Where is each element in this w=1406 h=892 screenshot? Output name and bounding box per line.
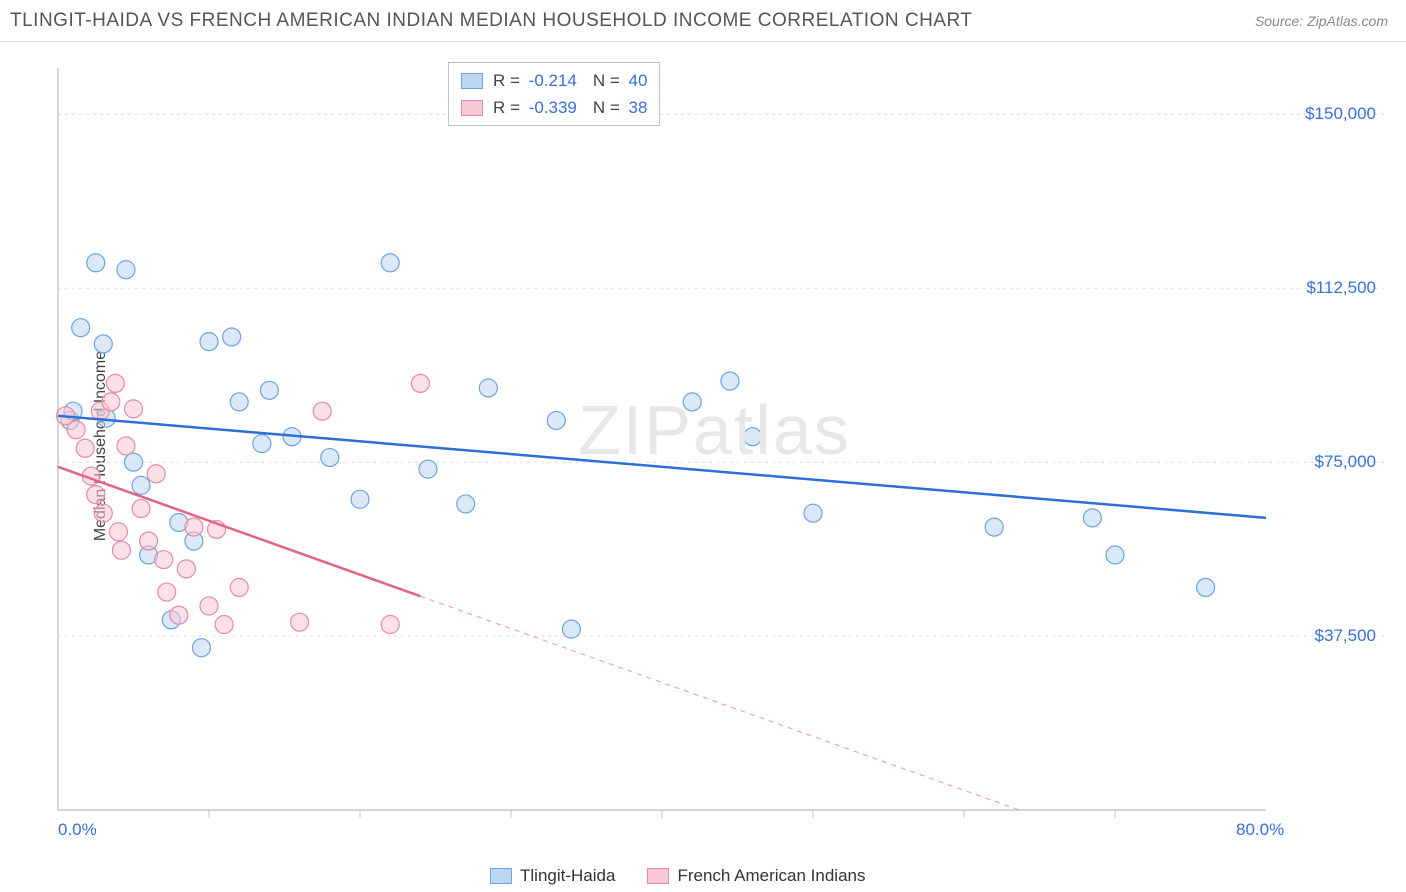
- legend-swatch: [490, 868, 512, 884]
- y-tick-label: $112,500: [1276, 278, 1376, 298]
- x-axis-label: 0.0%: [58, 820, 97, 840]
- source-prefix: Source:: [1255, 13, 1307, 29]
- y-tick-label: $75,000: [1276, 452, 1376, 472]
- legend-swatch: [647, 868, 669, 884]
- r-value: -0.339: [529, 98, 577, 117]
- n-value: 38: [629, 98, 648, 117]
- series-legend: Tlingit-Haida French American Indians: [490, 866, 889, 886]
- legend-stats-row: R = -0.339 N = 38: [461, 94, 647, 121]
- chart-title: TLINGIT-HAIDA VS FRENCH AMERICAN INDIAN …: [10, 10, 972, 32]
- r-label: R =: [493, 71, 525, 90]
- x-axis-label: 80.0%: [1236, 820, 1284, 840]
- n-label: N =: [593, 71, 625, 90]
- r-value: -0.214: [529, 71, 577, 90]
- legend-swatch: [461, 100, 483, 116]
- plot-area: [56, 60, 1386, 842]
- y-tick-label: $37,500: [1276, 626, 1376, 646]
- legend-series-label: Tlingit-Haida: [520, 866, 615, 886]
- legend-swatch: [461, 73, 483, 89]
- legend-series-label: French American Indians: [677, 866, 865, 886]
- chart-source: Source: ZipAtlas.com: [1255, 13, 1388, 29]
- chart-header: TLINGIT-HAIDA VS FRENCH AMERICAN INDIAN …: [0, 0, 1406, 42]
- chart-container: TLINGIT-HAIDA VS FRENCH AMERICAN INDIAN …: [0, 0, 1406, 892]
- r-label: R =: [493, 98, 525, 117]
- n-value: 40: [629, 71, 648, 90]
- chart-svg: [56, 60, 1386, 842]
- y-tick-label: $150,000: [1276, 104, 1376, 124]
- correlation-legend: R = -0.214 N = 40 R = -0.339 N = 38: [448, 62, 660, 126]
- source-name: ZipAtlas.com: [1307, 13, 1388, 29]
- n-label: N =: [593, 98, 625, 117]
- legend-stats-row: R = -0.214 N = 40: [461, 67, 647, 94]
